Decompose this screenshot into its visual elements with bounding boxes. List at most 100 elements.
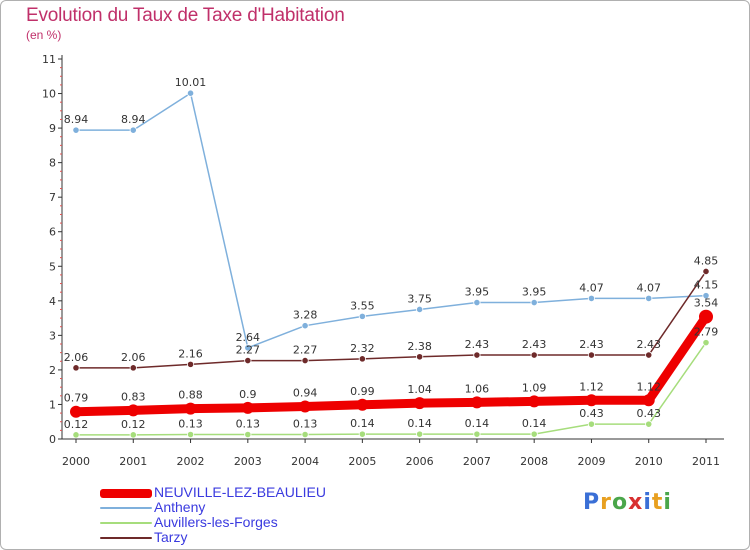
data-label: 1.06 [465, 382, 490, 395]
data-point [72, 431, 80, 439]
legend-label: Tarzy [154, 529, 188, 545]
data-label: 4.07 [636, 281, 661, 294]
data-label: 3.55 [350, 299, 375, 312]
data-label: 0.13 [236, 418, 261, 431]
data-label: 0.83 [121, 390, 146, 403]
data-point [299, 400, 312, 413]
data-label: 0.14 [522, 417, 547, 430]
data-label: 2.79 [694, 326, 719, 339]
data-point [528, 395, 541, 408]
data-label: 0.13 [293, 418, 318, 431]
data-point [358, 430, 366, 438]
x-tick-label: 2003 [234, 455, 262, 468]
data-label: 2.32 [350, 342, 375, 355]
data-labels-layer: 0.79 0.83 0.88 0.9 0.94 0.99 1.04 1.06 1.09 1.12 1… [64, 76, 719, 431]
x-tick-label: 2009 [577, 455, 605, 468]
data-label: 2.43 [465, 338, 490, 351]
logo-letter: i [663, 490, 672, 515]
data-point [72, 126, 80, 134]
data-label: 1.09 [522, 381, 547, 394]
data-label: 4.85 [694, 254, 719, 267]
data-label: 2.06 [121, 351, 146, 364]
data-label: 0.12 [121, 418, 146, 431]
data-point [129, 364, 137, 372]
data-label: 0.14 [465, 417, 490, 430]
data-label: 0.99 [350, 385, 375, 398]
data-point [416, 353, 424, 361]
data-point [358, 312, 366, 320]
x-tick-label: 2008 [520, 455, 548, 468]
data-point [186, 89, 195, 97]
data-label: 3.28 [293, 309, 318, 322]
data-point [645, 294, 653, 302]
chart-subtitle: (en %) [26, 28, 62, 42]
data-label: 0.13 [178, 418, 203, 431]
data-point [184, 402, 197, 415]
data-point [642, 394, 655, 407]
data-point [127, 404, 140, 417]
legend-swatch [100, 507, 152, 509]
series-neuville-lez-beaulieu [70, 309, 713, 418]
data-point [587, 294, 596, 302]
data-point [358, 355, 366, 363]
proxiti-logo: Proxiti [583, 490, 672, 515]
data-label: 2.27 [293, 344, 318, 357]
x-tick-label: 2002 [177, 455, 205, 468]
data-label: 0.14 [350, 417, 375, 430]
y-tick-label: 7 [49, 191, 56, 204]
y-tick-label: 10 [42, 88, 56, 101]
data-label: 0.12 [64, 418, 89, 431]
data-point [587, 420, 596, 428]
logo-letter: t [651, 490, 664, 515]
data-point [129, 431, 137, 439]
data-point [241, 401, 254, 414]
data-point [473, 430, 481, 438]
data-point [585, 394, 598, 407]
data-label: 0.88 [178, 389, 203, 402]
data-label: 0.9 [239, 388, 257, 401]
series-line [75, 341, 707, 436]
y-tick-label: 11 [42, 53, 56, 66]
data-label: 2.43 [579, 338, 604, 351]
data-label: 8.94 [64, 113, 89, 126]
data-label: 1.12 [579, 380, 604, 393]
chart-title: Evolution du Taux de Taxe d'Habitation [26, 5, 345, 26]
data-label: 4.07 [579, 281, 604, 294]
data-point [70, 405, 82, 418]
data-point [470, 396, 483, 409]
data-label: 10.01 [175, 76, 207, 89]
data-point [702, 267, 710, 276]
logo-letter: P [583, 490, 601, 515]
legend-label: Auvillers-les-Forges [154, 514, 278, 530]
logo-letter: o [611, 490, 629, 515]
data-label: 2.43 [636, 338, 661, 351]
x-tick-label: 2001 [119, 455, 147, 468]
x-tick-label: 2007 [463, 455, 491, 468]
x-tick-label: 2010 [635, 455, 663, 468]
series-auvillers-les-forges [72, 339, 710, 439]
data-label: 0.43 [579, 407, 604, 420]
legend-label: Antheny [154, 499, 206, 515]
data-point [301, 356, 309, 365]
data-point [72, 364, 80, 372]
legend-label: NEUVILLE-LEZ-BEAULIEU [154, 484, 326, 500]
y-tick-label: 8 [49, 157, 56, 170]
series-antheny [72, 89, 710, 352]
data-point [356, 398, 369, 411]
series-line [75, 270, 707, 369]
series-layer [70, 89, 713, 439]
x-tick-label: 2006 [406, 455, 434, 468]
data-label: 3.95 [522, 286, 547, 299]
data-point [702, 339, 710, 347]
data-label: 8.94 [121, 113, 146, 126]
legend-swatch [100, 488, 152, 498]
data-point [530, 298, 538, 307]
data-point [530, 351, 538, 359]
y-tick-label: 1 [49, 398, 56, 411]
data-point [645, 420, 653, 428]
data-point [129, 126, 137, 134]
data-label: 4.15 [694, 279, 719, 292]
y-tick-label: 6 [49, 226, 56, 239]
logo-letter: i [643, 490, 652, 515]
x-tick-label: 2005 [348, 455, 376, 468]
